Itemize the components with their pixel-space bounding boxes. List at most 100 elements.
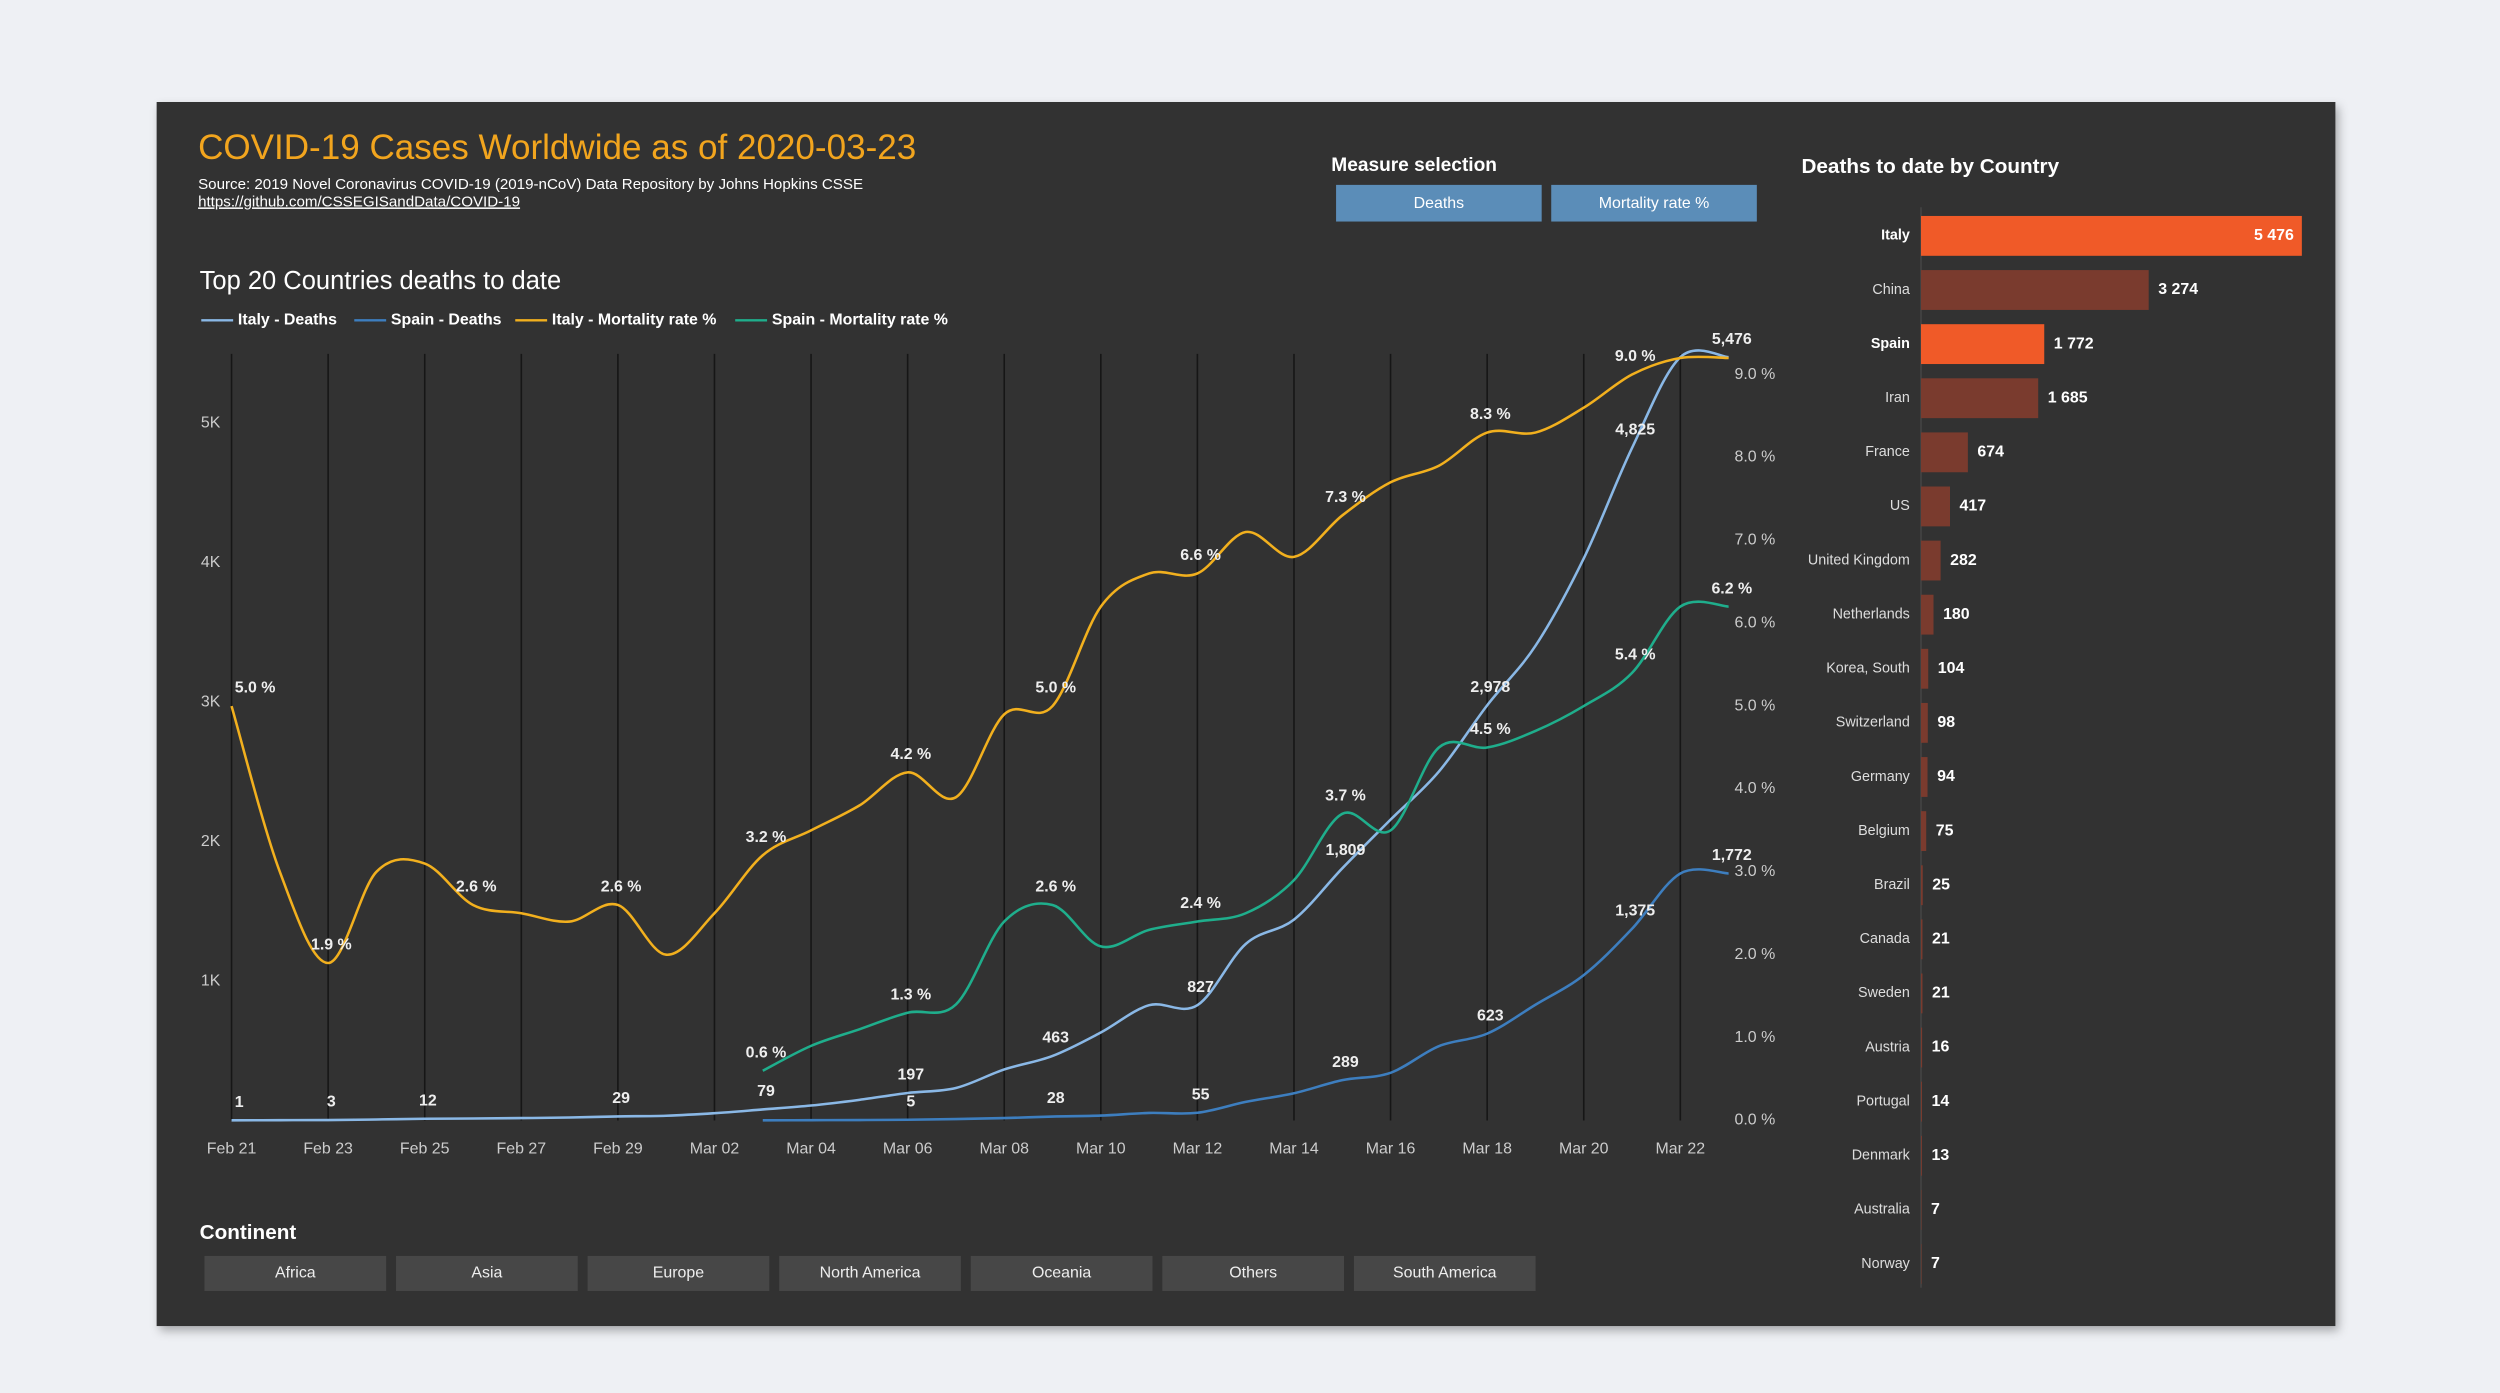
data-label: 674 (1977, 444, 2004, 461)
legend-label: Spain - Mortality rate % (772, 312, 948, 329)
bar (1920, 1135, 1922, 1176)
y-tick-label: Korea, South (1826, 661, 1910, 677)
data-label: 28 (1047, 1090, 1065, 1107)
y2-tick-label: 7.0 % (1735, 532, 1776, 549)
x-tick-label: Mar 14 (1269, 1140, 1319, 1157)
legend-label: Italy - Mortality rate % (552, 312, 717, 329)
y2-tick-label: 2.0 % (1735, 946, 1776, 963)
bar (1920, 757, 1928, 797)
data-label: 75 (1936, 822, 1954, 839)
data-label: 21 (1932, 985, 1950, 1002)
data-label: 14 (1932, 1093, 1950, 1110)
data-label: 5 476 (2254, 227, 2294, 244)
x-tick-label: Feb 23 (303, 1140, 353, 1157)
data-label: 3.2 % (746, 829, 787, 846)
data-label: 180 (1943, 606, 1970, 623)
data-label: 21 (1932, 931, 1950, 948)
slicer-title: Continent (200, 1221, 297, 1244)
y-tick-label: Iran (1885, 390, 1910, 406)
button-label[interactable]: Mortality rate % (1599, 195, 1710, 212)
button[interactable] (396, 1255, 578, 1291)
data-label: 104 (1938, 660, 1965, 677)
button-label[interactable]: Deaths (1414, 195, 1464, 212)
y-tick-label: Switzerland (1836, 715, 1910, 731)
bar (1920, 973, 1923, 1014)
data-label: 29 (612, 1090, 630, 1107)
bar (1920, 1027, 1923, 1068)
button-label[interactable]: North America (820, 1265, 921, 1282)
button[interactable] (1551, 184, 1757, 222)
data-label: 1,772 (1712, 847, 1752, 864)
button[interactable] (1336, 184, 1542, 222)
y-tick-label: 3K (201, 693, 221, 710)
data-label: 1 (235, 1094, 244, 1111)
button[interactable] (1353, 1255, 1536, 1291)
bar (1920, 378, 2039, 419)
line-series (762, 868, 1729, 1122)
y-tick-label: 5K (201, 415, 221, 432)
bar (1920, 865, 1923, 906)
data-label: 827 (1187, 979, 1214, 996)
line-series (231, 349, 1729, 1122)
button-label[interactable]: Europe (653, 1265, 704, 1282)
data-label: 79 (757, 1083, 775, 1100)
x-tick-label: Mar 12 (1173, 1140, 1223, 1157)
y-tick-label: Norway (1861, 1256, 1910, 1272)
y2-tick-label: 6.0 % (1735, 614, 1776, 631)
data-label: 623 (1477, 1007, 1504, 1024)
data-label: 5.4 % (1615, 647, 1656, 664)
x-tick-label: Mar 16 (1366, 1140, 1416, 1157)
button[interactable] (1162, 1255, 1345, 1291)
data-label: 6.2 % (1711, 580, 1752, 597)
data-label: 2.4 % (1180, 895, 1221, 912)
title: COVID-19 Cases Worldwide as of 2020-03-2… (198, 128, 916, 167)
y-tick-label: Portugal (1856, 1093, 1909, 1109)
button-label[interactable]: Others (1229, 1265, 1277, 1282)
button-label[interactable]: Africa (275, 1265, 316, 1282)
data-label: 94 (1937, 768, 1955, 785)
data-label: 2.6 % (456, 879, 497, 896)
y-tick-label: Austria (1865, 1039, 1910, 1055)
y-tick-label: 1K (201, 972, 221, 989)
data-label: 289 (1332, 1054, 1359, 1071)
y-tick-label: Italy (1881, 228, 1910, 244)
y-tick-label: Sweden (1858, 985, 1910, 1001)
button-label[interactable]: Oceania (1032, 1265, 1091, 1282)
bar (1920, 594, 1934, 635)
data-label: 3 (327, 1094, 336, 1111)
y-tick-label: Brazil (1874, 877, 1910, 893)
data-label: 16 (1932, 1039, 1950, 1056)
button-label[interactable]: South America (1393, 1265, 1497, 1282)
y-tick-label: France (1865, 444, 1910, 460)
data-label: 417 (1960, 498, 1987, 515)
button-label[interactable]: Asia (471, 1265, 502, 1282)
x-tick-label: Feb 21 (207, 1140, 257, 1157)
data-label: 3.7 % (1325, 787, 1366, 804)
data-label: 4.5 % (1470, 721, 1511, 738)
y2-tick-label: 9.0 % (1735, 366, 1776, 383)
data-label: 5.0 % (235, 680, 276, 697)
data-label: 98 (1937, 714, 1955, 731)
button[interactable] (204, 1255, 387, 1291)
x-tick-label: Mar 08 (979, 1140, 1029, 1157)
slicer-title: Measure selection (1331, 155, 1497, 176)
y2-tick-label: 3.0 % (1735, 863, 1776, 880)
source-link[interactable]: https://github.com/CSSEGISandData/COVID-… (198, 193, 520, 210)
data-label: 1,809 (1326, 842, 1366, 859)
bar (1920, 270, 2149, 310)
y2-tick-label: 5.0 % (1735, 697, 1776, 714)
data-label: 1.9 % (311, 937, 352, 954)
button[interactable] (587, 1255, 770, 1291)
x-tick-label: Mar 18 (1462, 1140, 1512, 1157)
y-tick-label: 2K (201, 833, 221, 850)
data-label: 3 274 (2158, 281, 2198, 298)
chart-title: Deaths to date by Country (1801, 155, 2059, 178)
button[interactable] (970, 1255, 1153, 1291)
button[interactable] (779, 1255, 961, 1291)
data-label: 7 (1931, 1201, 1940, 1218)
data-label: 4.2 % (890, 746, 931, 763)
data-label: 2,978 (1470, 679, 1510, 696)
data-label: 6.6 % (1180, 547, 1221, 564)
legend-label: Italy - Deaths (238, 312, 337, 329)
y-tick-label: Australia (1854, 1202, 1910, 1218)
